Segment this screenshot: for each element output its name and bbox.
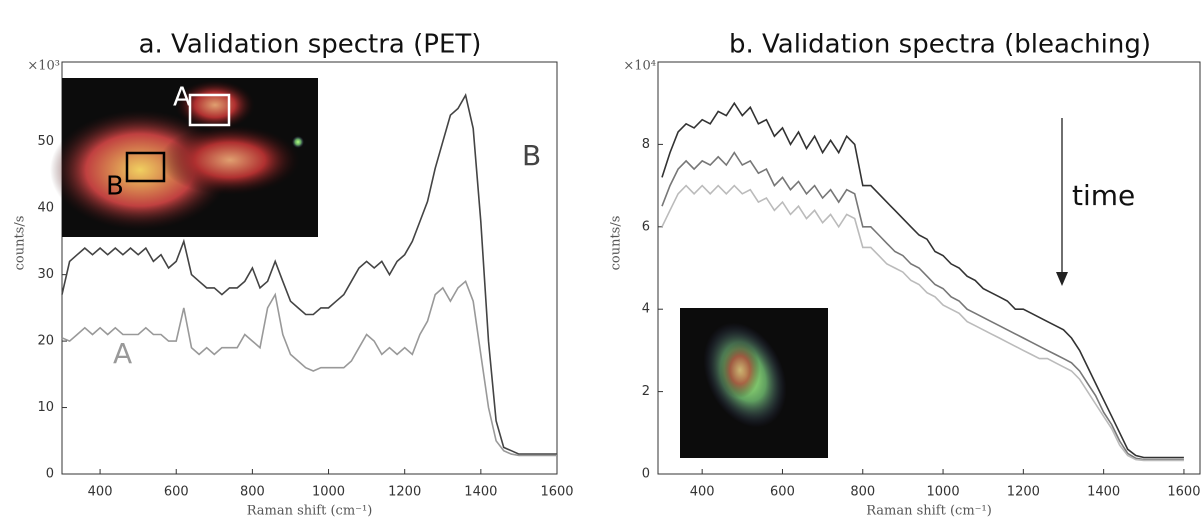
y-tick-label: 8 <box>642 137 650 152</box>
x-tick-label: 1600 <box>540 485 573 500</box>
series-line <box>61 93 557 455</box>
y-tick-label: 50 <box>37 134 54 149</box>
series-line <box>661 151 1184 461</box>
x-tick-label: 1400 <box>464 485 497 500</box>
series-label: A <box>113 337 132 370</box>
x-tick-label: 1600 <box>1167 485 1200 500</box>
inset-blob <box>175 80 255 130</box>
x-tick-label: 400 <box>690 485 715 500</box>
inset-blob <box>720 342 760 398</box>
x-axis-label: Raman shift (cm⁻¹) <box>866 504 992 519</box>
arrow-head <box>1056 272 1068 286</box>
x-tick-label: 800 <box>850 485 875 500</box>
inset-label: B <box>106 172 124 202</box>
chart-b: b. Validation spectra (bleaching) 400 600 8… <box>609 30 1201 519</box>
y-tick-label: 20 <box>37 334 54 349</box>
x-tick-label: 600 <box>164 485 189 500</box>
inset-box <box>125 151 166 183</box>
y-tick-label: 4 <box>642 302 650 317</box>
chart-title: b. Validation spectra (bleaching) <box>729 30 1151 60</box>
inset-blob <box>292 136 304 148</box>
x-tick-label: 400 <box>88 485 113 500</box>
x-tick-label: 600 <box>770 485 795 500</box>
y-tick-label: 30 <box>37 267 54 282</box>
chart-title: a. Validation spectra (PET) <box>139 30 482 60</box>
y-tick-label: 0 <box>642 467 650 482</box>
x-tick-label: 1400 <box>1087 485 1120 500</box>
y-tick-label: 2 <box>642 384 650 399</box>
x-tick-label: 1200 <box>1007 485 1040 500</box>
inset-label: A <box>173 83 191 113</box>
y-axis-label: counts/s <box>609 216 624 271</box>
x-tick-label: 1000 <box>927 485 960 500</box>
series-label: B <box>522 139 541 172</box>
y-exponent: ×10³ <box>27 59 60 74</box>
x-tick-label: 1200 <box>388 485 421 500</box>
x-axis-label: Raman shift (cm⁻¹) <box>247 504 373 519</box>
series-line <box>661 184 1184 462</box>
inset-box <box>188 93 231 127</box>
y-tick-label: 0 <box>46 467 54 482</box>
y-axis-label: counts/s <box>13 216 28 271</box>
y-exponent: ×10⁴ <box>623 59 656 74</box>
series-line <box>661 101 1184 459</box>
series-line <box>61 279 557 457</box>
annotation: time <box>1072 179 1135 212</box>
y-tick-label: 6 <box>642 219 650 234</box>
y-tick-label: 40 <box>37 201 54 216</box>
y-tick-label: 10 <box>37 400 54 415</box>
inset-blob <box>160 125 300 195</box>
x-tick-label: 1000 <box>312 485 345 500</box>
x-tick-label: 800 <box>240 485 265 500</box>
chart-a: a. Validation spectra (PET)400 600 800 1000… <box>13 30 574 519</box>
